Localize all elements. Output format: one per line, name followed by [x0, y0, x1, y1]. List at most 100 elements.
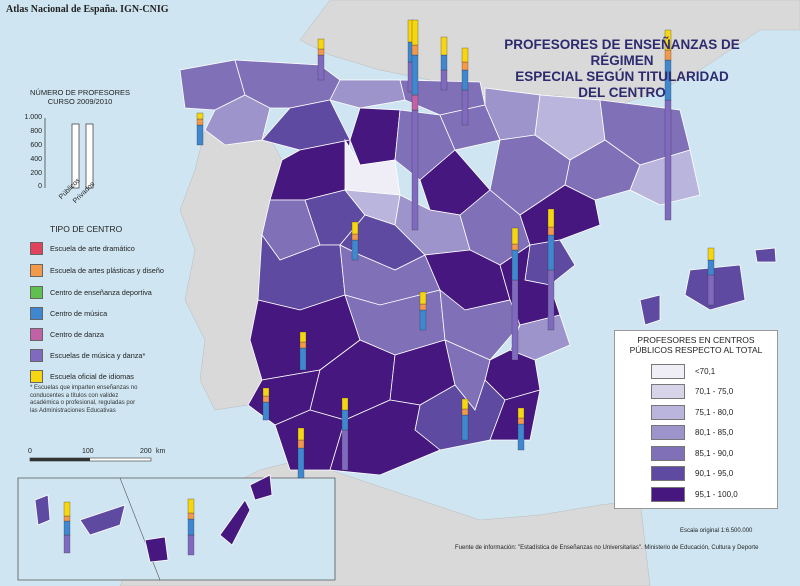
- scale-label-0: 0: [28, 448, 32, 455]
- map-bar-segment: [351, 239, 359, 261]
- map-bar-segment: [461, 47, 469, 63]
- map-bar-segment: [299, 341, 307, 349]
- center-legend-item: Centro de danza: [30, 327, 104, 341]
- title-line-2: ESPECIAL SEGÚN TITULARIDAD: [515, 69, 729, 84]
- range-legend-swatch: [651, 425, 685, 440]
- map-bar-segment: [440, 69, 448, 91]
- map-bar-segment: [297, 427, 305, 441]
- range-title-1: PROFESORES EN CENTROS: [637, 335, 755, 345]
- map-bar-segment: [187, 512, 195, 520]
- map-bar-segment: [351, 221, 359, 235]
- map-bar-segment: [262, 387, 270, 397]
- map-bar-segment: [461, 408, 469, 416]
- center-legend-item: Centro de música: [30, 306, 108, 320]
- center-legend-swatch: [30, 327, 43, 341]
- map-bar-segment: [440, 36, 448, 56]
- map-bar-segment: [196, 118, 204, 126]
- center-legend-label: Escuela oficial de idiomas: [50, 371, 134, 381]
- center-legend-swatch: [30, 241, 43, 255]
- france-land: [299, 0, 800, 111]
- map-bar-segment: [341, 397, 349, 411]
- bar-tick-600: 600: [30, 142, 42, 149]
- province-valladolid: [344, 138, 401, 196]
- center-legend-swatch: [30, 369, 43, 383]
- map-credit: Atlas Nacional de España. IGN-CNIG: [6, 4, 169, 15]
- province-cantabria: [329, 79, 406, 109]
- island-lanzarote: [249, 474, 273, 501]
- center-legend-label: Escuela de artes plásticas y diseño: [50, 265, 164, 275]
- range-legend-item: 80,1 - 85,0: [651, 425, 734, 440]
- map-bar-segment: [511, 227, 519, 245]
- center-legend-swatch: [30, 285, 43, 299]
- range-legend-label: 70,1 - 75,0: [695, 387, 734, 396]
- center-legend-label: Centro de danza: [50, 329, 104, 339]
- scale-label-200: 200: [140, 448, 152, 455]
- province-almeria: [489, 389, 541, 441]
- island-menorca: [754, 247, 777, 263]
- title-line-3: DEL CENTRO: [578, 85, 666, 100]
- map-bar-segment: [411, 54, 419, 96]
- map-bar-segment: [187, 534, 195, 556]
- bar-tick-200: 200: [30, 170, 42, 177]
- map-bar-segment: [440, 54, 448, 71]
- map-bar-segment: [187, 498, 195, 514]
- range-legend-item: 95,1 - 100,0: [651, 486, 738, 502]
- canary-inset-divider: [119, 477, 161, 581]
- center-legend-label: Escuelas de música y danza*: [50, 350, 146, 360]
- map-bar-segment: [664, 99, 672, 221]
- range-legend-label: 90,1 - 95,0: [695, 469, 734, 478]
- map-bar-segment: [547, 226, 555, 236]
- scale-label-100: 100: [82, 448, 94, 455]
- map-bar-segment: [517, 407, 525, 419]
- map-bar-segment: [511, 243, 519, 251]
- center-legend-swatch: [30, 348, 43, 362]
- map-bar-segment: [411, 44, 419, 56]
- source-text: Fuente de información: "Estadística de E…: [455, 545, 759, 551]
- map-bar-segment: [351, 233, 359, 241]
- center-legend-label: Centro de música: [50, 308, 108, 318]
- province-malaga: [329, 399, 441, 476]
- map-bar-segment: [63, 520, 71, 536]
- range-legend-swatch: [651, 466, 685, 481]
- range-legend-item: 90,1 - 95,0: [651, 466, 734, 481]
- map-bar-segment: [511, 249, 519, 281]
- map-bar-segment: [707, 247, 715, 261]
- map-bar-segment: [63, 515, 71, 522]
- center-legend-label: Escuela de arte dramático: [50, 243, 135, 253]
- bar-tick-400: 400: [30, 156, 42, 163]
- map-bar-segment: [461, 89, 469, 126]
- province-mallorca: [684, 264, 746, 311]
- map-bar-segment: [547, 234, 555, 271]
- range-legend-item: 75,1 - 80,0: [651, 404, 734, 420]
- map-bar-segment: [262, 401, 270, 421]
- map-bar-segment: [196, 124, 204, 146]
- map-bar-segment: [317, 38, 325, 50]
- island-ibiza: [639, 294, 661, 326]
- map-bar-segment: [262, 395, 270, 403]
- range-legend-label: 75,1 - 80,0: [695, 407, 734, 417]
- map-bar-segment: [341, 409, 349, 431]
- map-bar-segment: [707, 259, 715, 276]
- range-legend-label: 80,1 - 85,0: [695, 428, 734, 437]
- province-zamora: [269, 139, 351, 201]
- range-legend-swatch: [651, 404, 685, 420]
- range-legend-title: PROFESORES EN CENTROS PÚBLICOS RESPECTO …: [615, 335, 777, 355]
- map-bar-segment: [63, 534, 71, 554]
- map-bar-segment: [707, 274, 715, 306]
- footnote-line-4: las Administraciones Educativas: [30, 407, 116, 414]
- map-bar-segment: [297, 447, 305, 479]
- map-bar-segment: [547, 208, 555, 228]
- map-bar-segment: [511, 279, 519, 361]
- footnote-line-2: conducentes a títulos con validez: [30, 392, 119, 399]
- bar-panel-title-1: NÚMERO DE PROFESORES: [30, 88, 131, 97]
- island-la-palma: [34, 494, 51, 526]
- center-legend-label: Centro de enseñanza deportiva: [50, 287, 152, 297]
- range-legend-label: 95,1 - 100,0: [695, 489, 738, 499]
- canary-inset-box: [17, 477, 336, 581]
- range-legend-item: 85,1 - 90,0: [651, 445, 733, 461]
- range-legend-label: <70,1: [695, 366, 716, 376]
- bar-scale-publicos-bar: [71, 123, 80, 189]
- center-legend-item: Escuelas de música y danza*: [30, 348, 146, 362]
- map-bar-segment: [461, 61, 469, 71]
- bar-panel-title-2: CURSO 2009/2010: [47, 97, 113, 106]
